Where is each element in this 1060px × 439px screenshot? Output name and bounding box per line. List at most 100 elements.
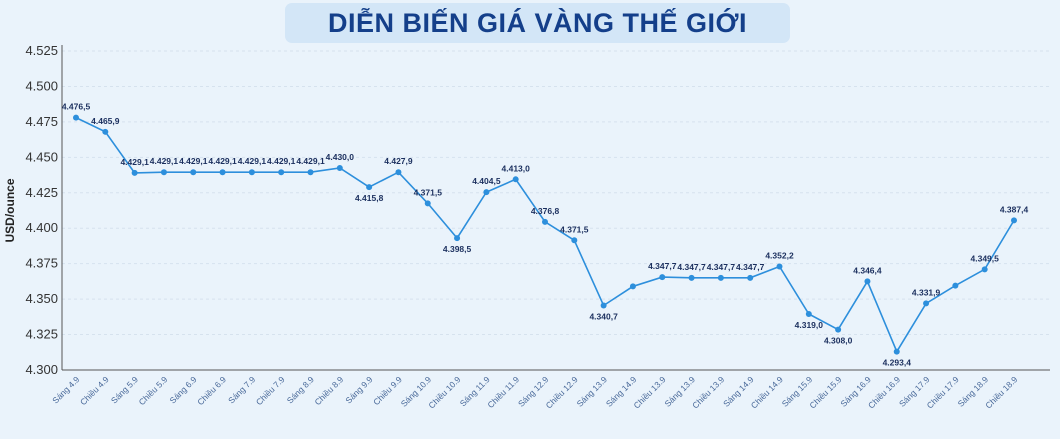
data-label: 4.347,7 (677, 262, 706, 272)
x-tick-label: Chiều 16.9 (866, 374, 902, 410)
data-label: 4.331,9 (912, 287, 941, 297)
data-point (483, 189, 490, 196)
data-point (659, 274, 666, 281)
data-point (336, 164, 343, 171)
y-tick-label: 4.425 (25, 185, 58, 200)
data-point (1011, 217, 1017, 224)
data-point (395, 169, 402, 176)
x-tick-label: Chiều 6.9 (195, 374, 228, 407)
x-tick-label: Chiều 17.9 (925, 374, 961, 410)
data-label: 4.371,5 (414, 187, 443, 197)
x-tick-label: Chiều 7.9 (254, 374, 287, 407)
y-tick-label: 4.300 (25, 362, 58, 377)
data-point (688, 274, 695, 281)
y-tick-label: 4.375 (25, 256, 58, 271)
x-tick-label: Chiều 11.9 (485, 374, 521, 410)
data-label: 4.308,0 (824, 336, 853, 346)
data-label: 4.429,1 (238, 156, 267, 166)
data-label: 4.430,0 (326, 152, 355, 162)
data-point (307, 169, 314, 176)
data-point (952, 282, 959, 289)
data-point (835, 326, 842, 333)
data-point (190, 169, 197, 176)
y-axis-label: USD/ounce (3, 178, 17, 242)
data-point (278, 169, 285, 176)
data-point (160, 169, 167, 176)
data-point (512, 176, 519, 183)
x-tick-label: Chiều 18.9 (983, 374, 1019, 410)
x-tick-label: Chiều 12.9 (544, 374, 580, 410)
data-point (248, 169, 255, 176)
x-tick-label: Sáng 9.9 (343, 374, 374, 405)
y-tick-label: 4.475 (25, 114, 58, 129)
data-point (893, 348, 900, 355)
data-label: 4.429,1 (179, 156, 208, 166)
data-label: 4.429,1 (208, 156, 237, 166)
data-label: 4.476,5 (62, 102, 91, 112)
data-label: 4.413,0 (502, 163, 531, 173)
data-label: 4.465,9 (91, 116, 120, 126)
x-tick-label: Chiều 13.9 (690, 374, 726, 410)
data-point (366, 184, 373, 191)
data-label: 4.347,7 (707, 262, 736, 272)
x-tick-label: Sáng 6.9 (168, 374, 199, 405)
data-point (805, 310, 812, 317)
data-label: 4.293,4 (883, 358, 912, 368)
data-label: 4.429,1 (120, 157, 149, 167)
data-point (542, 218, 548, 225)
data-point (864, 278, 871, 285)
data-label: 4.415,8 (355, 193, 384, 203)
data-point (600, 302, 607, 309)
data-point (629, 283, 636, 290)
x-tick-label: Chiều 10.9 (426, 374, 462, 410)
y-tick-label: 4.525 (25, 43, 58, 58)
data-point (73, 114, 79, 121)
data-label: 4.387,4 (1000, 204, 1029, 214)
x-tick-label: Chiều 14.9 (749, 374, 785, 410)
data-label: 4.347,7 (648, 261, 677, 271)
data-point (981, 266, 988, 273)
data-point (747, 274, 754, 281)
series-line (75, 116, 1015, 354)
data-label: 4.427,9 (384, 156, 413, 166)
data-label: 4.404,5 (472, 176, 501, 186)
data-point (923, 300, 930, 307)
data-label: 4.340,7 (589, 311, 618, 321)
data-point (131, 169, 138, 176)
data-point (102, 128, 109, 135)
data-point (717, 274, 724, 281)
data-point (776, 263, 783, 270)
x-tick-label: Sáng 4.9 (50, 374, 81, 405)
y-tick-label: 4.450 (25, 149, 58, 164)
x-tick-label: Chiều 8.9 (312, 374, 345, 407)
data-label: 4.429,1 (150, 156, 179, 166)
data-point (571, 237, 578, 244)
x-tick-label: Sáng 7.9 (226, 374, 257, 405)
x-tick-label: Chiều 15.9 (807, 374, 843, 410)
y-tick-label: 4.350 (25, 291, 58, 306)
x-tick-label: Sáng 5.9 (109, 374, 140, 405)
data-label: 4.349,5 (971, 253, 1000, 263)
data-label: 4.319,0 (795, 320, 824, 330)
data-label: 4.346,4 (853, 265, 882, 275)
data-label: 4.352,2 (765, 251, 794, 261)
data-label: 4.429,1 (296, 156, 325, 166)
x-tick-label: Chiều 4.9 (78, 374, 111, 407)
data-point (219, 169, 226, 176)
data-point (454, 235, 461, 242)
data-label: 4.376,8 (531, 206, 560, 216)
data-label: 4.429,1 (267, 156, 296, 166)
data-point (424, 200, 431, 207)
data-label: 4.347,7 (736, 262, 765, 272)
y-tick-label: 4.325 (25, 327, 58, 342)
chart-title-box: DIỄN BIẾN GIÁ VÀNG THẾ GIỚI (285, 3, 790, 43)
x-tick-label: Sáng 8.9 (285, 374, 316, 405)
y-tick-label: 4.400 (25, 220, 58, 235)
data-label: 4.398,5 (443, 244, 472, 254)
x-tick-label: Chiều 13.9 (632, 374, 668, 410)
x-tick-label: Sáng 13.9 (575, 374, 610, 409)
x-tick-label: Chiều 5.9 (137, 374, 170, 407)
y-tick-label: 4.500 (25, 78, 58, 93)
